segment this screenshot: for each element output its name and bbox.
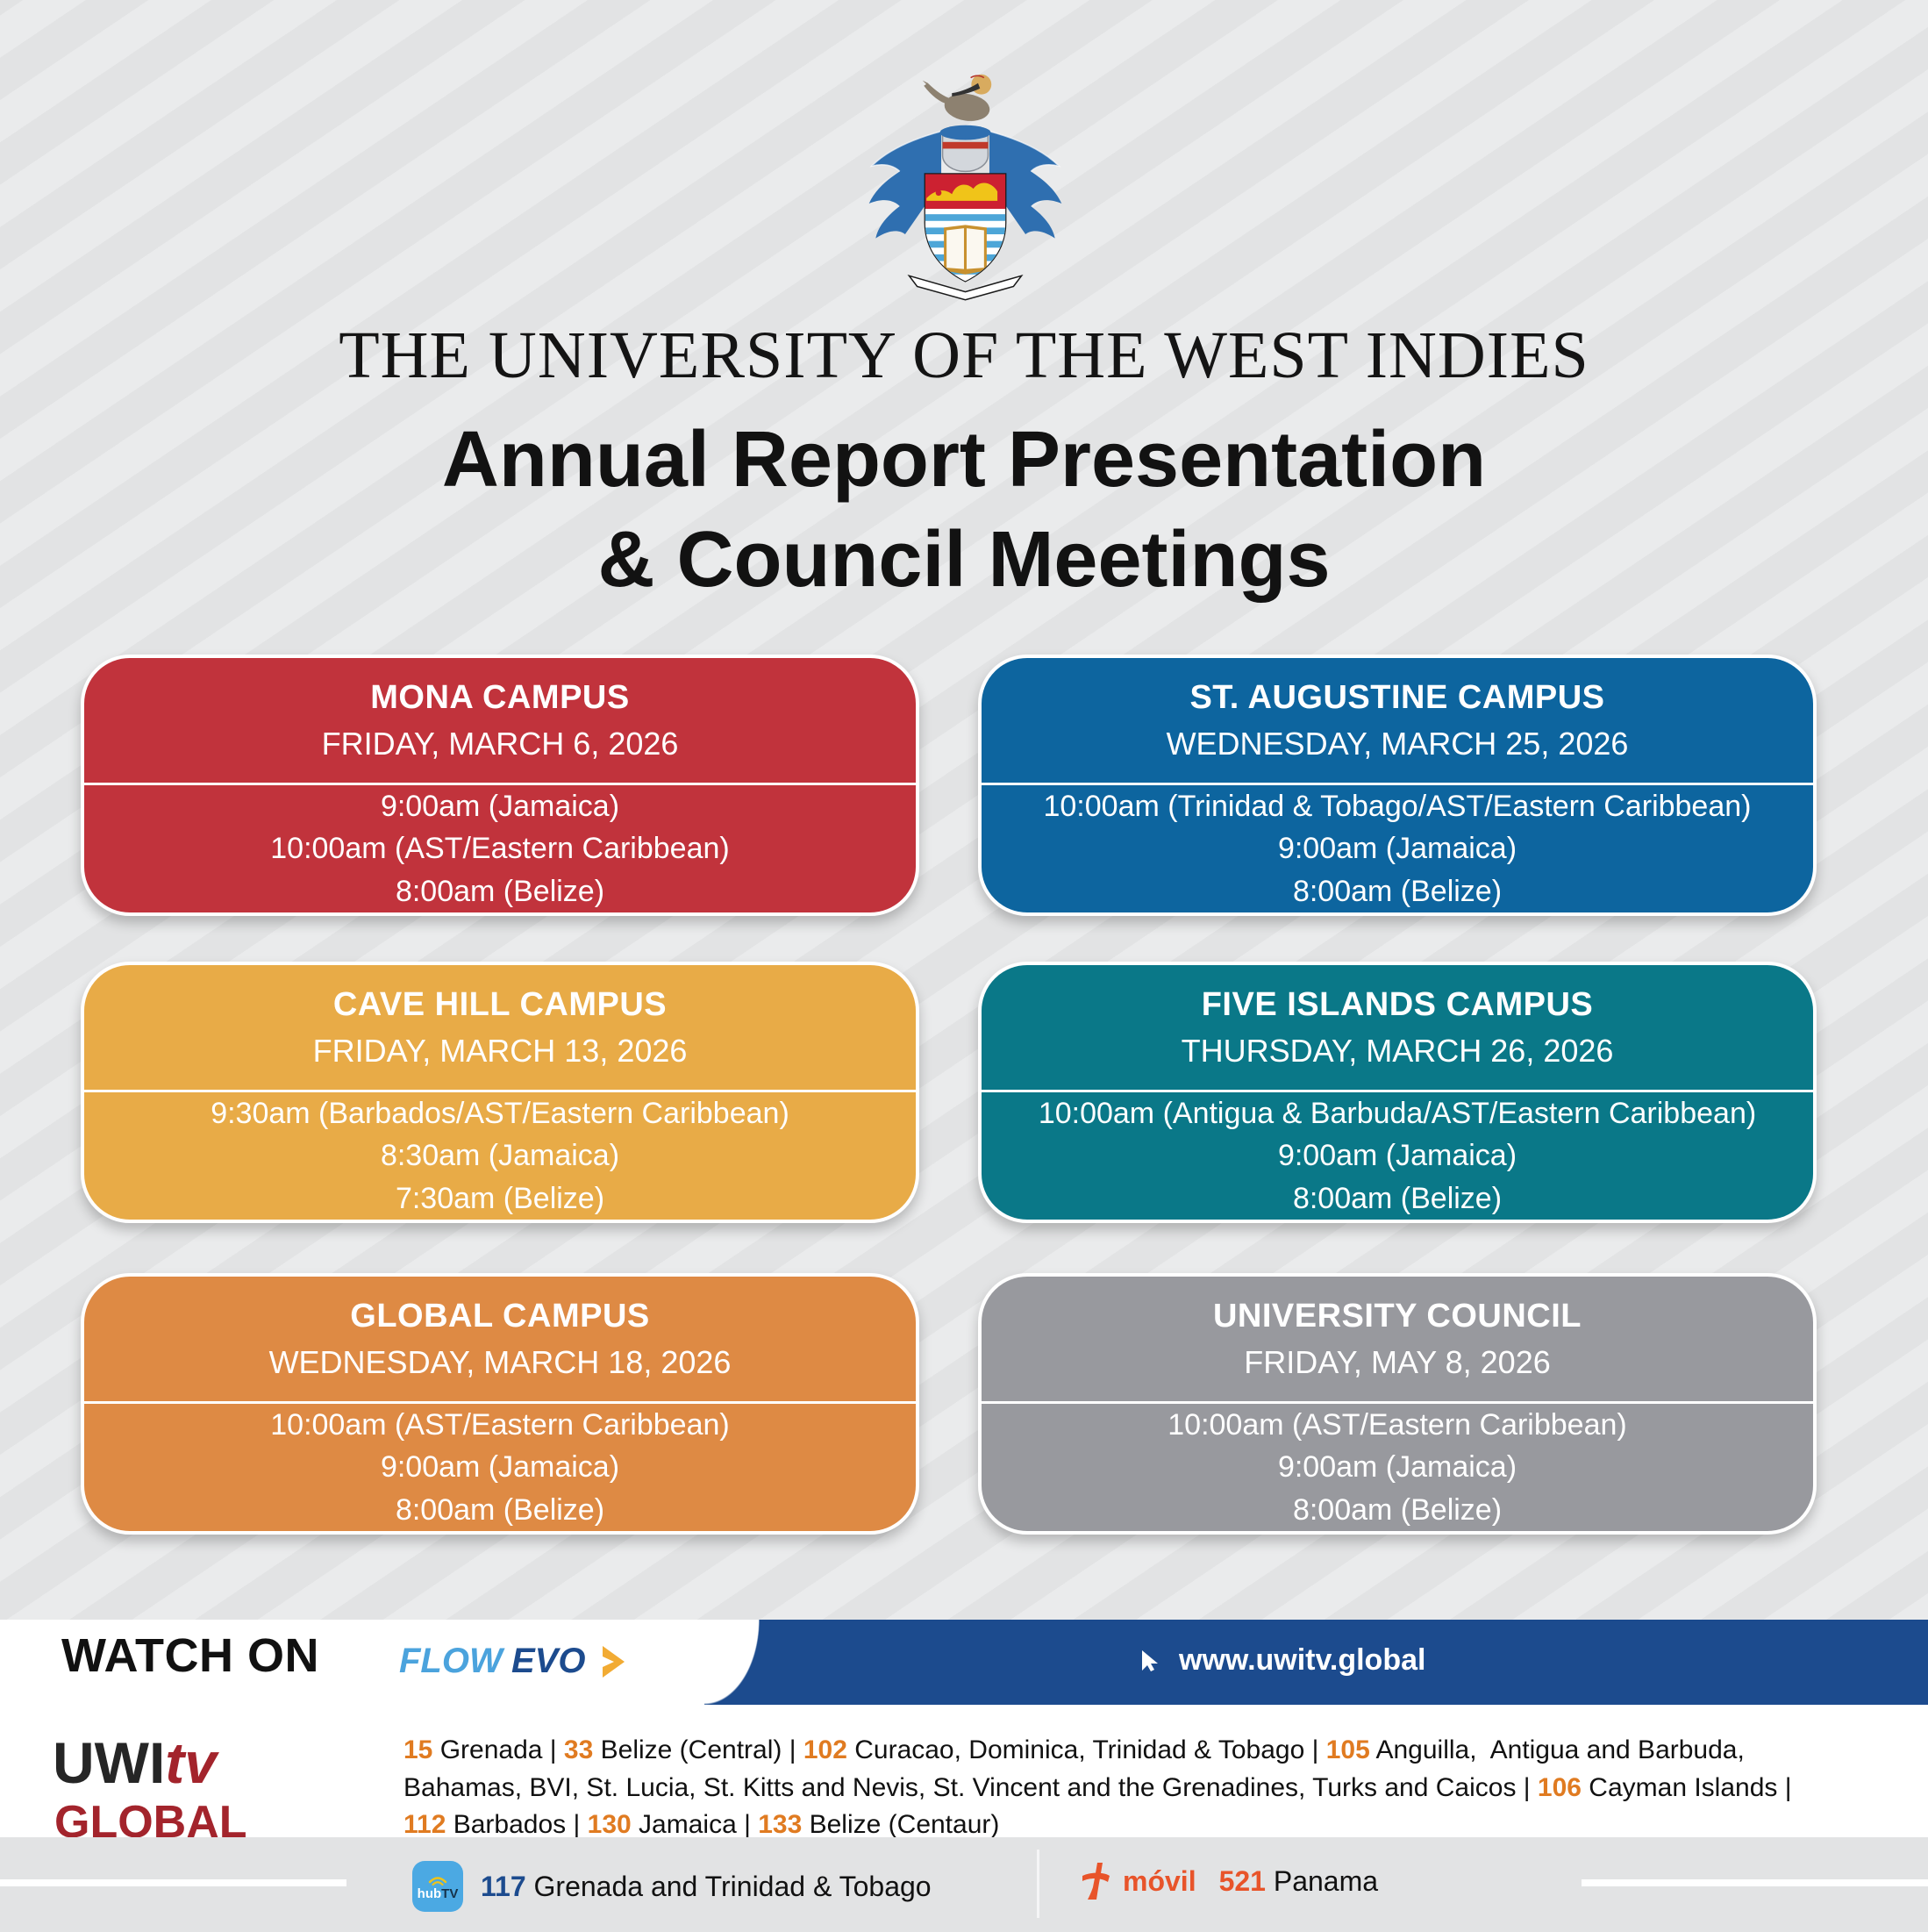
svg-text:UWItv: UWItv [53, 1730, 219, 1795]
svg-text:hubTV: hubTV [418, 1886, 459, 1901]
svg-text:FLOW: FLOW [399, 1642, 505, 1680]
svg-text:EVO: EVO [511, 1642, 585, 1680]
